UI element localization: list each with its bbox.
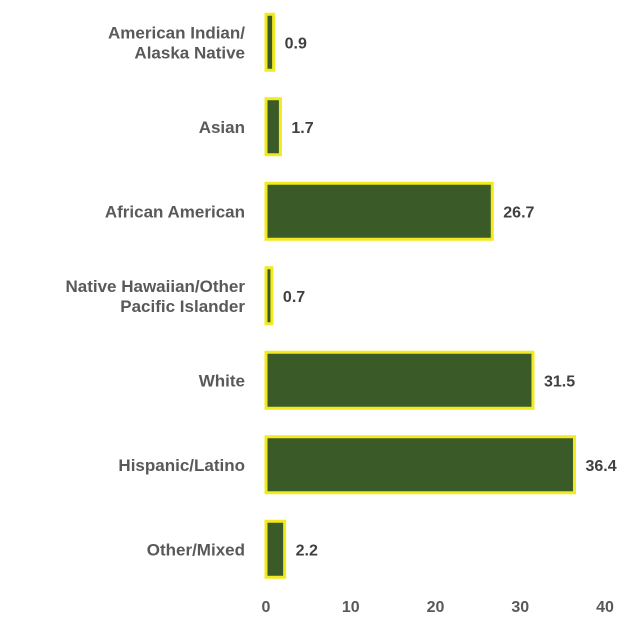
- value-label: 0.7: [283, 289, 305, 306]
- x-tick-label: 30: [511, 599, 529, 616]
- value-label: 1.7: [291, 120, 313, 137]
- x-tick-label: 40: [596, 599, 614, 616]
- bar: [264, 181, 494, 241]
- category-label: American Indian/: [108, 23, 245, 42]
- value-label: 2.2: [296, 542, 318, 559]
- value-label: 36.4: [585, 458, 616, 475]
- x-tick-label: 10: [342, 599, 360, 616]
- bar: [264, 266, 274, 326]
- category-label: Alaska Native: [134, 43, 245, 62]
- bar: [264, 350, 535, 410]
- value-label: 26.7: [503, 204, 534, 221]
- value-label: 0.9: [285, 35, 307, 52]
- x-tick-label: 0: [262, 599, 271, 616]
- bar: [264, 97, 282, 157]
- category-label: Hispanic/Latino: [118, 456, 245, 475]
- category-label: Pacific Islander: [120, 297, 245, 316]
- x-tick-label: 20: [427, 599, 445, 616]
- value-label: 31.5: [544, 373, 575, 390]
- bar: [264, 435, 576, 495]
- category-label: Other/Mixed: [147, 540, 245, 559]
- category-label: Native Hawaiian/Other: [65, 277, 245, 296]
- category-label: White: [199, 371, 245, 390]
- bar: [264, 519, 287, 579]
- category-label: Asian: [199, 118, 245, 137]
- bar: [264, 12, 276, 72]
- category-label: African American: [105, 202, 245, 221]
